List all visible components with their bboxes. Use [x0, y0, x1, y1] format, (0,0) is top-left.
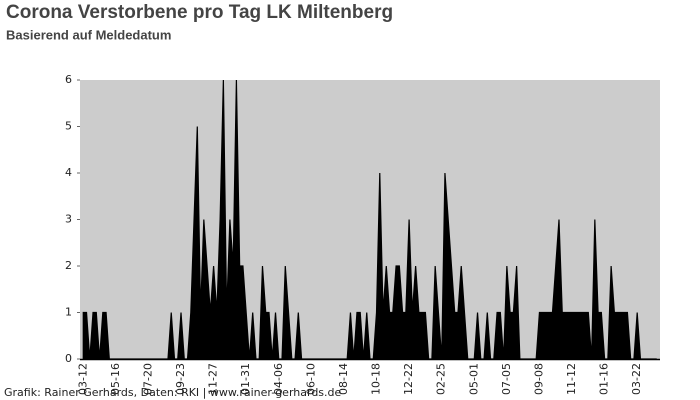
x-tick-label: 03-22	[630, 363, 643, 395]
y-tick-label: 5	[65, 120, 72, 133]
y-tick-label: 3	[65, 213, 72, 226]
y-tick-label: 0	[65, 352, 72, 365]
x-tick-label: 11-27	[207, 363, 220, 395]
footer: Grafik: Rainer Gerhards, Daten: RKI | ww…	[4, 386, 342, 399]
x-tick-label: 08-14	[337, 363, 350, 395]
y-tick-label: 2	[65, 259, 72, 272]
x-tick-label: 12-22	[402, 363, 415, 395]
x-tick-label: 01-31	[239, 363, 252, 395]
chart-title: Corona Verstorbene pro Tag LK Miltenberg	[6, 2, 393, 23]
x-tick-label: 02-25	[435, 363, 448, 395]
x-tick-label: 07-20	[141, 363, 154, 395]
y-tick-label: 6	[65, 73, 72, 86]
x-tick-label: 11-12	[565, 363, 578, 395]
y-tick-label: 4	[65, 166, 72, 179]
x-tick-label: 09-23	[174, 363, 187, 395]
x-tick-label: 10-18	[370, 363, 383, 395]
chart-subtitle: Basierend auf Meldedatum	[6, 27, 171, 42]
x-tick-label: 06-10	[304, 363, 317, 395]
y-tick-label: 1	[65, 306, 72, 319]
x-tick-label: 01-16	[598, 363, 611, 395]
x-tick-label: 04-06	[272, 363, 285, 395]
x-tick-label: 05-01	[467, 363, 480, 395]
x-tick-label: 07-05	[500, 363, 513, 395]
x-tick-label: 05-16	[109, 363, 122, 395]
x-tick-label: 03-12	[76, 363, 89, 395]
x-tick-label: 09-08	[532, 363, 545, 395]
